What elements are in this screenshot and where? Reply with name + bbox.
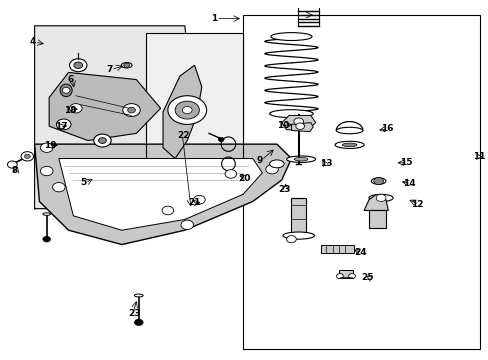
Circle shape xyxy=(99,138,106,143)
Circle shape xyxy=(286,235,296,243)
Ellipse shape xyxy=(371,178,385,184)
Text: 24: 24 xyxy=(354,248,366,257)
Text: 12: 12 xyxy=(410,200,423,209)
Ellipse shape xyxy=(60,84,72,96)
Circle shape xyxy=(167,96,206,125)
Text: 14: 14 xyxy=(402,179,415,188)
Polygon shape xyxy=(291,123,313,132)
Circle shape xyxy=(295,123,304,130)
Text: 8: 8 xyxy=(12,166,18,175)
Text: 17: 17 xyxy=(55,122,67,131)
Polygon shape xyxy=(49,72,160,140)
Text: 9: 9 xyxy=(256,156,263,165)
Text: 11: 11 xyxy=(472,152,485,161)
Circle shape xyxy=(181,220,193,229)
Ellipse shape xyxy=(269,110,313,118)
Circle shape xyxy=(21,152,34,161)
Polygon shape xyxy=(163,65,202,158)
Circle shape xyxy=(375,194,385,202)
Text: 16: 16 xyxy=(380,124,392,133)
Circle shape xyxy=(293,118,303,125)
Ellipse shape xyxy=(134,294,143,297)
Polygon shape xyxy=(146,33,243,194)
Ellipse shape xyxy=(342,143,356,147)
Ellipse shape xyxy=(294,157,307,161)
Text: 10: 10 xyxy=(277,121,289,130)
Circle shape xyxy=(94,134,111,147)
Circle shape xyxy=(127,107,135,113)
Circle shape xyxy=(62,87,70,93)
Text: 13: 13 xyxy=(319,159,331,168)
Text: 19: 19 xyxy=(44,141,57,150)
Circle shape xyxy=(69,59,87,72)
Ellipse shape xyxy=(286,156,315,162)
Circle shape xyxy=(162,206,173,215)
FancyBboxPatch shape xyxy=(291,198,305,234)
Polygon shape xyxy=(368,211,385,228)
Text: 21: 21 xyxy=(188,198,201,207)
Circle shape xyxy=(56,119,71,130)
Circle shape xyxy=(123,63,129,67)
Circle shape xyxy=(41,166,53,176)
Text: 18: 18 xyxy=(63,105,76,114)
Ellipse shape xyxy=(334,141,364,148)
Text: 6: 6 xyxy=(67,75,74,84)
Polygon shape xyxy=(281,116,315,130)
Ellipse shape xyxy=(336,127,362,134)
Ellipse shape xyxy=(43,213,50,215)
Polygon shape xyxy=(35,144,291,244)
Circle shape xyxy=(122,104,140,117)
Text: 4: 4 xyxy=(30,37,36,46)
Circle shape xyxy=(182,107,192,114)
Circle shape xyxy=(373,177,383,185)
Text: 25: 25 xyxy=(361,273,373,282)
Circle shape xyxy=(7,161,17,168)
Text: 23: 23 xyxy=(277,185,290,194)
Polygon shape xyxy=(35,26,204,209)
Circle shape xyxy=(348,274,355,279)
Ellipse shape xyxy=(368,194,392,202)
Circle shape xyxy=(24,154,30,158)
Circle shape xyxy=(336,274,343,279)
Text: 20: 20 xyxy=(238,174,250,183)
FancyBboxPatch shape xyxy=(243,15,479,348)
Polygon shape xyxy=(320,245,354,253)
Circle shape xyxy=(52,183,65,192)
FancyBboxPatch shape xyxy=(338,270,353,278)
Text: 7: 7 xyxy=(106,65,112,74)
Circle shape xyxy=(43,236,50,242)
Ellipse shape xyxy=(269,160,284,168)
Circle shape xyxy=(134,319,143,325)
Text: 22: 22 xyxy=(177,131,190,140)
Polygon shape xyxy=(364,194,387,211)
Circle shape xyxy=(175,101,199,119)
Polygon shape xyxy=(59,158,262,230)
Circle shape xyxy=(41,143,53,152)
Circle shape xyxy=(69,104,82,113)
Circle shape xyxy=(193,195,205,204)
Text: 15: 15 xyxy=(399,158,412,167)
Text: 5: 5 xyxy=(81,178,87,187)
Circle shape xyxy=(218,137,224,141)
Text: 1: 1 xyxy=(211,14,217,23)
Ellipse shape xyxy=(121,63,132,68)
Ellipse shape xyxy=(283,232,314,239)
Text: 23: 23 xyxy=(128,309,141,318)
Circle shape xyxy=(74,62,82,68)
Ellipse shape xyxy=(270,33,311,41)
Circle shape xyxy=(224,170,236,178)
Circle shape xyxy=(265,165,278,174)
